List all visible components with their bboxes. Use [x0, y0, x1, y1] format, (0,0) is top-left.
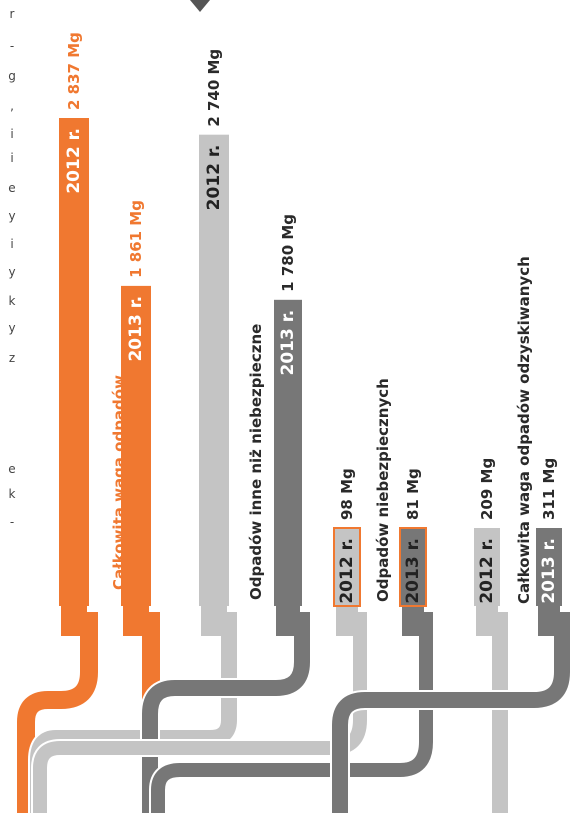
bar-2-1	[399, 527, 427, 607]
group-label: Odpadów inne niż niebezpieczne	[247, 324, 265, 600]
bar-year-label: 2012 r.	[477, 538, 497, 604]
bar-value-label: 1 861 Mg	[127, 200, 145, 278]
margin-letter: i	[10, 127, 14, 141]
bars-layer	[59, 118, 562, 636]
bar-0-1	[121, 285, 151, 606]
pipe-outline	[28, 612, 239, 813]
margin-letter: i	[10, 237, 14, 251]
margin-letter: k	[8, 294, 16, 308]
bar-collar	[123, 606, 149, 636]
margin-letter: i	[10, 151, 14, 165]
margin-letter: -	[9, 515, 15, 529]
bar-value-label: 98 Mg	[338, 468, 356, 520]
margin-letter: y	[8, 209, 16, 223]
bar-1-1	[274, 299, 302, 606]
pipe-connector	[33, 612, 367, 813]
bar-collar	[538, 606, 560, 636]
bar-collar	[276, 606, 300, 636]
group-label: Całkowita waga odpadów	[110, 375, 128, 590]
group-label: Całkowita waga odpadów odzyskiwanych	[515, 256, 533, 604]
bar-2-0	[333, 527, 361, 607]
margin-letter: g	[8, 69, 16, 83]
bar-collar	[201, 606, 227, 636]
bar-year-label: 2012 r.	[204, 145, 224, 211]
margin-letter: y	[8, 321, 16, 335]
bar-value-label: 81 Mg	[404, 468, 422, 520]
bar-value-label: 2 740 Mg	[205, 49, 223, 127]
labels-layer: 2012 r. 2 837 Mg 2013 r. 1 861 Mg 2012 r. 2 7…	[64, 32, 559, 604]
bar-1-0	[199, 134, 229, 606]
bar-year-label: 2012 r.	[337, 538, 357, 604]
arrow-down-icon	[190, 0, 210, 12]
bar-year-label: 2013 r.	[126, 296, 146, 362]
margin-letter: y	[8, 265, 16, 279]
bar-value-label: 311 Mg	[540, 458, 558, 520]
pipe-connector	[17, 612, 98, 813]
pipe-outline	[330, 612, 572, 813]
pipe-connector	[332, 612, 570, 813]
margin-letter: z	[8, 351, 16, 365]
margin-letter: -	[9, 39, 15, 53]
margin-letter: ,	[10, 99, 14, 113]
pipe-connector	[30, 612, 237, 813]
pipe-connector	[151, 612, 433, 813]
margin-letter: k	[8, 487, 16, 501]
bar-value-label: 2 837 Mg	[65, 32, 83, 110]
bar-year-label: 2013 r.	[278, 310, 298, 376]
margin-letter: e	[8, 181, 16, 195]
bar-0-0	[59, 118, 89, 606]
bar-year-label: 2013 r.	[403, 538, 423, 604]
bar-collar	[61, 606, 87, 636]
bar-value-label: 1 780 Mg	[279, 214, 297, 292]
bar-year-label: 2013 r.	[539, 538, 559, 604]
bar-collar	[476, 606, 498, 636]
bar-3-1	[536, 528, 562, 606]
margin-letter: r	[9, 7, 15, 21]
bar-collar	[402, 606, 424, 636]
margin-letter: e	[8, 462, 16, 476]
group-label: Odpadów niebezpiecznych	[374, 378, 392, 602]
bar-value-label: 209 Mg	[478, 458, 496, 520]
pipe-connector	[142, 612, 310, 813]
bar-year-label: 2012 r.	[64, 128, 84, 194]
pipe-connectors	[15, 612, 572, 813]
bar-3-0	[474, 528, 500, 606]
bar-collar	[336, 606, 358, 636]
